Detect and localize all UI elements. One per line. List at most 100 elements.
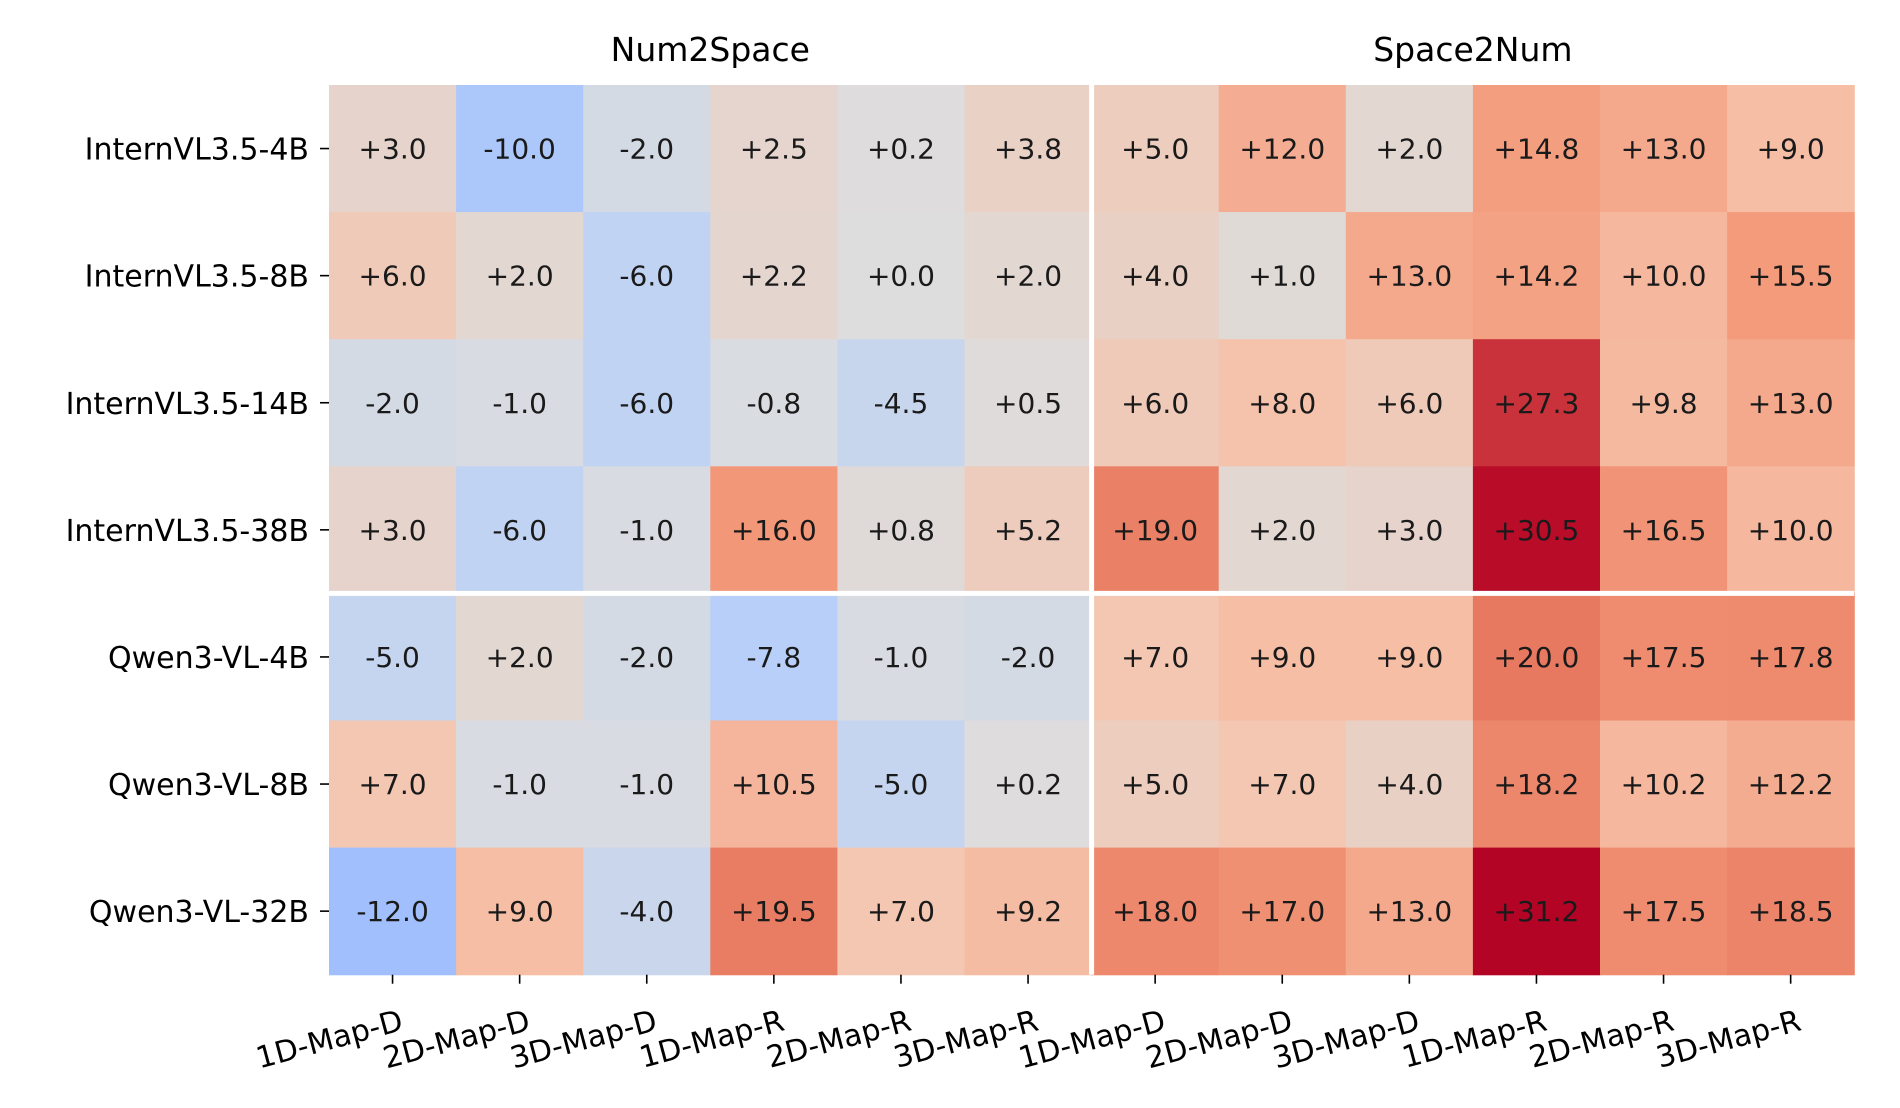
heatmap-cell	[1472, 85, 1601, 213]
cell-value-label: +12.0	[1239, 133, 1325, 166]
cell-value-label: +20.0	[1494, 641, 1580, 674]
cell-value-label: +10.2	[1621, 768, 1707, 801]
heatmap-cell	[1727, 212, 1855, 340]
heatmap-cell	[1472, 720, 1601, 849]
column-label: 2D-Map-D	[1142, 1004, 1296, 1077]
cell-value-label: +19.5	[731, 895, 817, 928]
column-label: 3D-Map-R	[890, 1004, 1042, 1076]
heatmap-cell	[456, 339, 584, 467]
row-label: Qwen3-VL-32B	[89, 895, 309, 930]
heatmap-cell	[964, 85, 1093, 213]
cell-value-label: +5.0	[1121, 133, 1189, 166]
heatmap-cell	[1091, 593, 1220, 722]
heatmap-cell	[710, 593, 838, 722]
cell-value-label: +9.0	[486, 895, 554, 928]
cell-value-label: -0.8	[747, 387, 802, 420]
cell-value-label: +17.8	[1748, 641, 1834, 674]
cell-value-label: +0.8	[867, 514, 935, 547]
cell-value-label: -7.8	[747, 641, 802, 674]
heatmap-cell	[1345, 720, 1474, 849]
cell-value-label: +17.5	[1621, 641, 1707, 674]
cell-value-label: +7.0	[359, 768, 427, 801]
cell-value-label: +18.0	[1112, 895, 1198, 928]
heatmap-cell	[583, 212, 711, 340]
cell-value-label: +16.0	[731, 514, 817, 547]
heatmap-cell	[837, 720, 966, 849]
cell-value-label: -1.0	[874, 641, 929, 674]
heatmap-cell	[1472, 339, 1601, 467]
heatmap-cell	[1727, 593, 1855, 722]
heatmap-cell	[1472, 847, 1601, 976]
cell-value-label: -5.0	[365, 641, 420, 674]
cell-value-label: +2.2	[740, 260, 808, 293]
heatmap-cell	[964, 720, 1093, 849]
cell-value-label: +19.0	[1112, 514, 1198, 547]
heatmap-cell	[964, 212, 1093, 340]
heatmap-cell	[1345, 212, 1474, 340]
column-labels: 1D-Map-D2D-Map-D3D-Map-D1D-Map-R2D-Map-R…	[252, 974, 1805, 1077]
heatmap-cell	[1218, 847, 1347, 976]
heatmap-cell	[456, 466, 584, 594]
heatmap-cell	[1218, 466, 1347, 594]
group-title: Num2Space	[611, 30, 810, 69]
row-label: InternVL3.5-8B	[85, 260, 309, 295]
cell-value-label: +10.0	[1621, 260, 1707, 293]
cell-value-label: -2.0	[365, 387, 420, 420]
row-labels: InternVL3.5-4B InternVL3.5-8B InternVL3.5-…	[66, 133, 329, 930]
row-label: InternVL3.5-38B	[66, 514, 309, 549]
heatmap-cell	[1727, 339, 1855, 467]
heatmap-cell	[456, 593, 584, 722]
heatmap-cell	[329, 339, 457, 467]
heatmap-cell	[1091, 847, 1220, 976]
cell-value-label: +10.0	[1748, 514, 1834, 547]
heatmap-cell	[964, 466, 1093, 594]
cell-value-label: -6.0	[619, 387, 674, 420]
heatmap-cell	[837, 593, 966, 722]
cell-value-label: -4.0	[619, 895, 674, 928]
heatmap-cell	[1600, 85, 1728, 213]
cell-value-label: -2.0	[619, 641, 674, 674]
cell-value-label: +7.0	[867, 895, 935, 928]
heatmap-cell	[1345, 339, 1474, 467]
cell-value-label: +6.0	[359, 260, 427, 293]
heatmap-cell	[1600, 339, 1728, 467]
cell-value-label: +5.2	[994, 514, 1062, 547]
heatmap-cell	[583, 720, 711, 849]
cell-value-label: +13.0	[1748, 387, 1834, 420]
heatmap-cell	[583, 847, 711, 976]
heatmap-cell	[1600, 466, 1728, 594]
heatmap-cell	[1727, 85, 1855, 213]
cell-value-label: -6.0	[619, 260, 674, 293]
cell-value-label: +3.8	[994, 133, 1062, 166]
cell-value-label: +2.0	[994, 260, 1062, 293]
heatmap-cell	[1472, 212, 1601, 340]
heatmap-cell	[1345, 466, 1474, 594]
heatmap-cell	[710, 847, 838, 976]
cell-value-label: +0.2	[867, 133, 935, 166]
column-label: 1D-Map-D	[1015, 1004, 1169, 1077]
column-label: 1D-Map-D	[252, 1004, 406, 1077]
column-label: 3D-Map-D	[1269, 1004, 1423, 1077]
heatmap-cells: +3.0 -10.0 -2.0 +2.5 +0.2 +3.8 +5.0 +12.0 +2.0 +1…	[329, 85, 1855, 976]
cell-value-label: -5.0	[874, 768, 929, 801]
column-label: 3D-Map-R	[1653, 1004, 1805, 1076]
heatmap-cell	[1091, 466, 1220, 594]
cell-value-label: +17.0	[1239, 895, 1325, 928]
cell-value-label: +10.5	[731, 768, 817, 801]
heatmap-cell	[1218, 720, 1347, 849]
cell-value-label: -12.0	[356, 895, 428, 928]
heatmap-cell	[964, 339, 1093, 467]
cell-value-label: +2.0	[486, 260, 554, 293]
heatmap-cell	[1218, 212, 1347, 340]
cell-value-label: +12.2	[1748, 768, 1834, 801]
cell-value-label: -1.0	[619, 768, 674, 801]
heatmap-cell	[456, 212, 584, 340]
heatmap-cell	[1345, 847, 1474, 976]
cell-value-label: +0.2	[994, 768, 1062, 801]
cell-value-label: +30.5	[1494, 514, 1580, 547]
heatmap-cell	[329, 847, 457, 976]
heatmap-cell	[710, 720, 838, 849]
cell-value-label: -10.0	[483, 133, 555, 166]
cell-value-label: -1.0	[492, 387, 547, 420]
heatmap-cell	[1600, 847, 1728, 976]
